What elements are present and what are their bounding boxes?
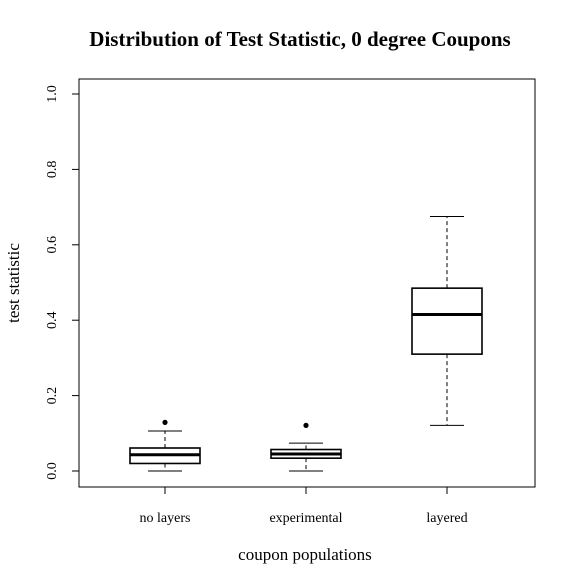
- y-tick-label: 0.8: [45, 161, 60, 179]
- outlier-point: [303, 422, 309, 428]
- chart-title: Distribution of Test Statistic, 0 degree…: [89, 27, 510, 51]
- box-no-layers: [129, 419, 201, 472]
- x-axis-title: coupon populations: [238, 545, 372, 564]
- y-tick-label: 0.4: [45, 311, 60, 329]
- y-tick-label: 1.0: [45, 85, 60, 103]
- x-category-label: experimental: [269, 511, 342, 526]
- x-category-label: no layers: [140, 511, 191, 526]
- x-category-label: layered: [426, 511, 467, 526]
- boxes-group: [129, 216, 483, 472]
- y-axis: 0.0 0.2 0.4 0.6 0.8 1.0: [45, 85, 79, 480]
- y-tick-label: 0.6: [45, 236, 60, 254]
- box-iqr: [411, 287, 483, 355]
- y-tick-label: 0.2: [45, 387, 60, 405]
- box-layered: [411, 216, 483, 426]
- y-tick-label: 0.0: [45, 462, 60, 480]
- y-axis-title: test statistic: [4, 243, 23, 323]
- box-experimental: [270, 422, 342, 472]
- outlier-point: [162, 419, 168, 425]
- plot-frame: [78, 78, 536, 488]
- x-axis: no layers experimental layered: [140, 487, 468, 526]
